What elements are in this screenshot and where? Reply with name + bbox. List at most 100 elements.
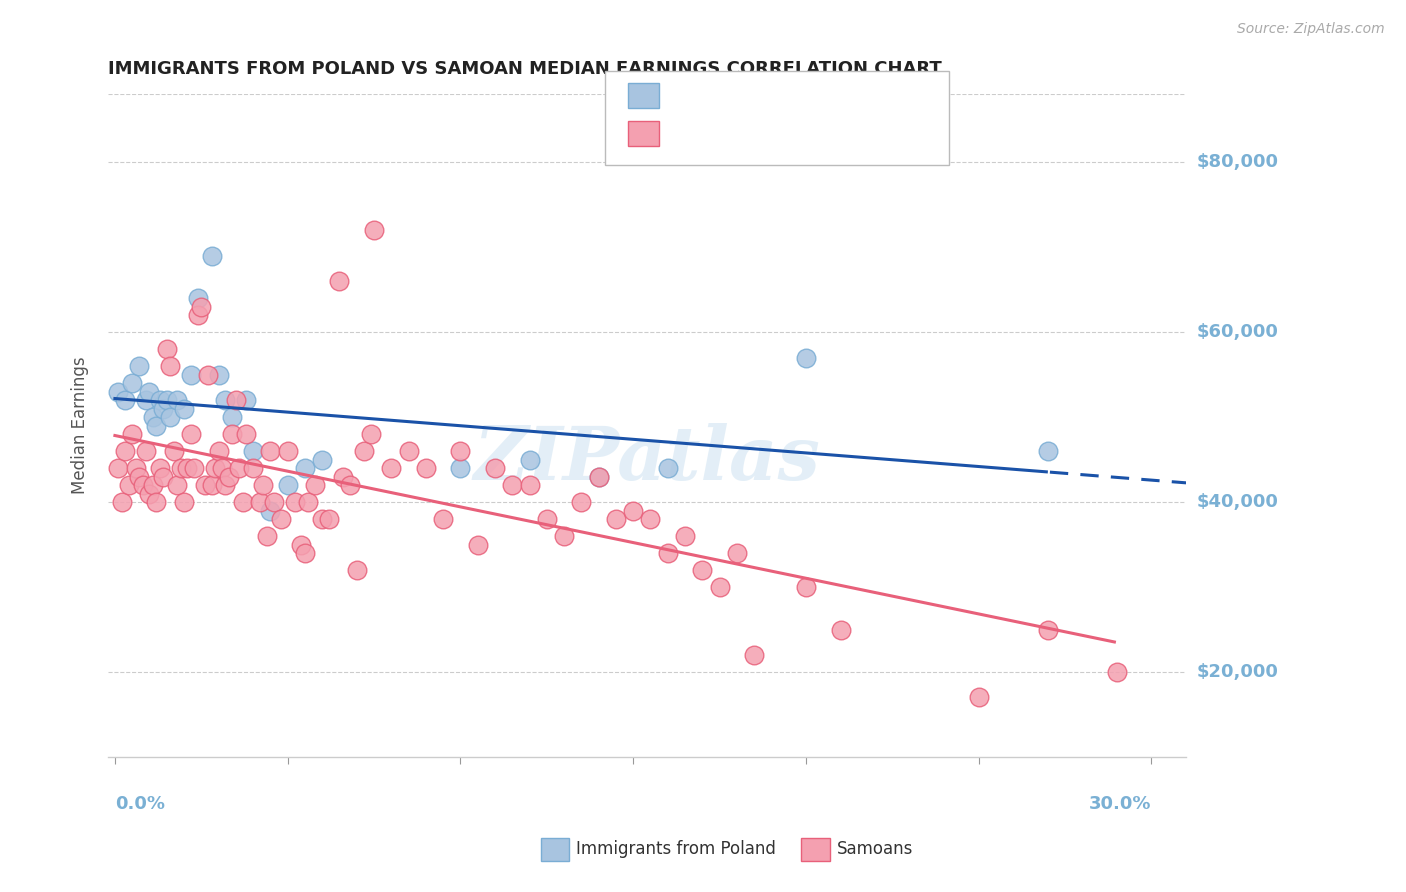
Text: N =: N = [789,125,828,143]
Point [152,401,174,416]
Point [156,343,179,357]
Point [794,351,817,365]
Point [290,538,312,552]
Point [166,478,188,492]
Point [149,461,172,475]
Point [114,444,136,458]
Text: IMMIGRANTS FROM POLAND VS SAMOAN MEDIAN EARNINGS CORRELATION CHART: IMMIGRANTS FROM POLAND VS SAMOAN MEDIAN … [108,60,942,78]
Point [142,410,165,425]
Text: 30.0%: 30.0% [1090,795,1152,814]
Point [553,529,575,543]
Point [657,461,679,475]
Text: $60,000: $60,000 [1197,323,1278,342]
Point [311,512,333,526]
Point [194,478,217,492]
Point [214,478,236,492]
Point [249,495,271,509]
Point [449,444,471,458]
Text: Source: ZipAtlas.com: Source: ZipAtlas.com [1237,22,1385,37]
Point [640,512,662,526]
Point [709,580,731,594]
Point [1036,444,1059,458]
Point [152,469,174,483]
Point [173,495,195,509]
Point [830,623,852,637]
Point [138,486,160,500]
Point [107,461,129,475]
Point [277,444,299,458]
Point [204,461,226,475]
Point [156,393,179,408]
Text: -0.532: -0.532 [713,125,778,143]
Point [138,384,160,399]
Point [232,495,254,509]
Point [159,359,181,374]
Point [588,469,610,483]
Text: ZIPatlas: ZIPatlas [474,423,821,495]
Text: Samoans: Samoans [837,840,912,858]
Point [588,469,610,483]
Point [259,444,281,458]
Point [252,478,274,492]
Point [180,427,202,442]
Point [128,469,150,483]
Point [183,461,205,475]
Text: Immigrants from Poland: Immigrants from Poland [576,840,776,858]
Point [270,512,292,526]
Point [176,461,198,475]
Point [673,529,696,543]
Point [353,444,375,458]
Point [159,410,181,425]
Point [242,461,264,475]
Point [692,563,714,577]
Point [225,393,247,408]
Point [162,444,184,458]
Point [201,478,224,492]
Point [967,690,990,705]
Point [294,461,316,475]
Point [346,563,368,577]
Point [228,461,250,475]
Point [519,452,541,467]
Point [742,648,765,662]
Point [605,512,627,526]
Point [187,308,209,322]
Point [221,410,243,425]
Point [128,359,150,374]
Point [415,461,437,475]
Point [449,461,471,475]
Point [1036,623,1059,637]
Text: R =: R = [673,125,713,143]
Point [363,223,385,237]
Text: $40,000: $40,000 [1197,493,1278,511]
Text: 0.0%: 0.0% [115,795,165,814]
Point [207,444,229,458]
Point [169,461,191,475]
Point [145,495,167,509]
Point [501,478,523,492]
Point [124,461,146,475]
Point [398,444,420,458]
Point [259,503,281,517]
Point [725,546,748,560]
Point [190,300,212,314]
Point [173,401,195,416]
Point [111,495,134,509]
Point [118,478,141,492]
Point [621,503,644,517]
Point [207,368,229,382]
Point [284,495,307,509]
Point [360,427,382,442]
Text: -0.237: -0.237 [713,87,778,104]
Text: R =: R = [673,87,713,104]
Point [142,478,165,492]
Point [332,469,354,483]
Point [519,478,541,492]
Text: $80,000: $80,000 [1197,153,1278,171]
Point [197,368,219,382]
Point [380,461,402,475]
Point [201,249,224,263]
Point [311,452,333,467]
Point [304,478,326,492]
Point [794,580,817,594]
